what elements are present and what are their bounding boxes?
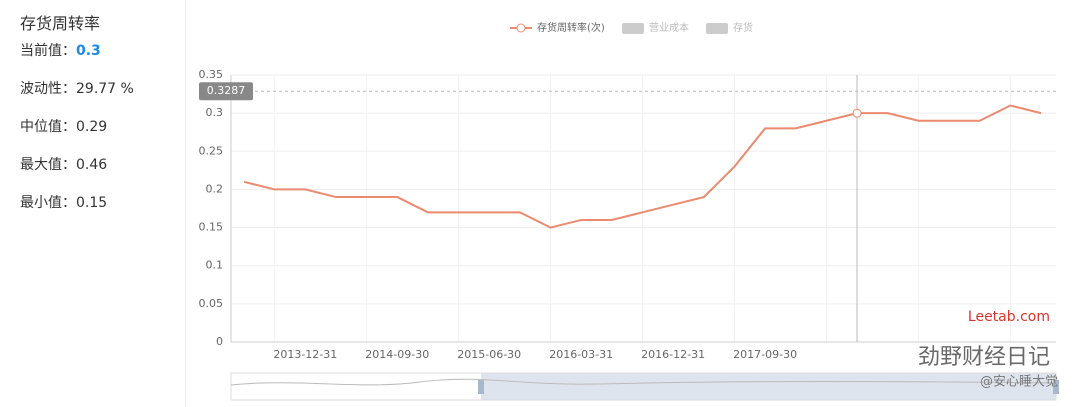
legend-icon [622,23,644,34]
summary-title: 存货周转率 [20,14,101,33]
summary-panel: 存货周转率 当前值：0.3 波动性：29.77 % 中位值：0.29 最大值：0.46… [0,0,186,407]
x-tick-label: 2017-09-30 [733,348,797,361]
summary-value: 0.46 [76,157,108,173]
series-line [243,104,1042,229]
watermark: 劲野财经日记 [918,345,1050,370]
legend-label: 营业成本 [649,21,689,34]
zoom-handle [478,380,484,394]
x-tick-label: 2014-09-30 [365,348,429,361]
y-tick-label: 0.35 [199,68,224,81]
watermark: Leetab.com [968,309,1050,325]
y-tick-label: 0.3 [206,106,224,119]
x-tick-label: 2015-06-30 [457,348,521,361]
legend-label: 存货周转率(次) [537,21,605,34]
summary-label: 最小值： [20,195,76,211]
summary-row: 波动性：29.77 % [20,78,134,98]
zoom-handle [1053,380,1059,394]
zoom-window [481,373,1056,400]
legend-icon [706,23,728,34]
summary-value: 0.29 [76,119,108,135]
x-tick-label: 2016-12-31 [641,348,705,361]
summary-label: 中位值： [20,119,76,135]
summary-label: 最大值： [20,157,76,173]
x-tick-label: 2013-12-31 [273,348,337,361]
summary-label: 当前值： [20,43,76,59]
y-tick-label: 0 [216,335,223,348]
watermark: @安心睡大觉 [980,375,1058,390]
y-tick-label: 0.1 [206,259,224,272]
x-tick-label: 2016-03-31 [549,348,613,361]
summary-row: 当前值：0.3 [20,40,101,60]
zoom-shadow [230,378,1057,386]
summary-row: 中位值：0.29 [20,116,107,136]
axis-pointer-box [199,82,253,101]
point [852,108,862,118]
summary-value: 0.15 [76,195,108,211]
summary-value: 0.3 [76,43,101,59]
summary-label: 波动性： [20,81,76,97]
y-tick-label: 0.25 [199,144,224,157]
summary-value: 29.77 % [76,81,134,97]
y-tick-label: 0.2 [206,182,224,195]
legend-icon [516,23,526,33]
y-tick-label: 0.05 [199,297,224,310]
summary-row: 最小值：0.15 [20,192,107,212]
axis-pointer-label: 0.3287 [207,84,246,97]
y-tick-label: 0.15 [199,221,224,234]
summary-row: 最大值：0.46 [20,154,107,174]
legend-label: 存货 [733,21,753,34]
